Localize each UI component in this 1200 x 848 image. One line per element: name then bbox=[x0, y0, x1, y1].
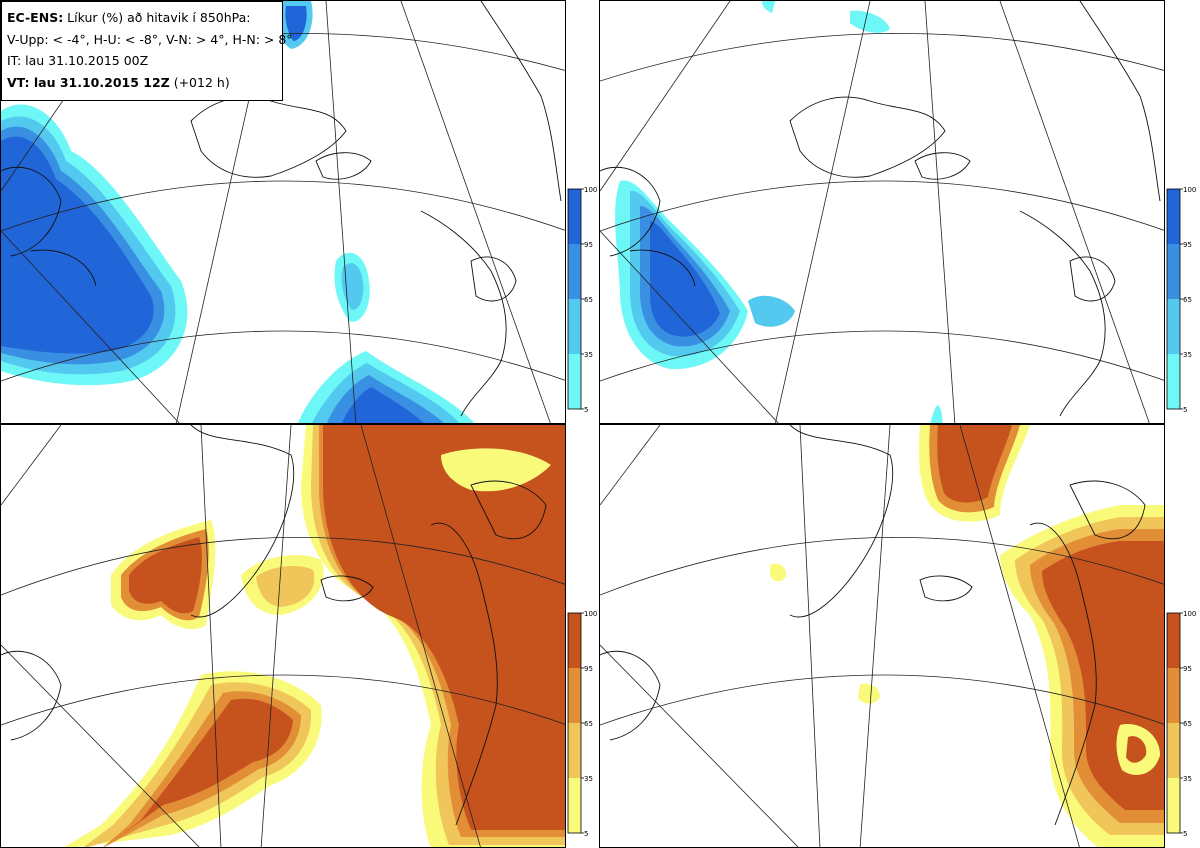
colorbar-tick-label: 5 bbox=[1183, 406, 1187, 414]
map-panel-bottom-left bbox=[0, 424, 566, 848]
colorbar-warm-right: 100 95 65 35 5 bbox=[1166, 610, 1200, 838]
probability-field-warm bbox=[770, 425, 1164, 847]
colorbar-tick-label: 5 bbox=[584, 406, 588, 414]
colorbar-tick-label: 100 bbox=[1183, 186, 1196, 194]
colorbar-tick-label: 35 bbox=[584, 775, 593, 783]
map-bottom-left bbox=[1, 425, 565, 847]
colorbar-tick-label: 95 bbox=[584, 241, 593, 249]
colorbar-band bbox=[568, 244, 581, 299]
colorbar-svg: 100 95 65 35 5 bbox=[1166, 186, 1196, 414]
map-top-right bbox=[600, 1, 1164, 423]
colorbar-band bbox=[1167, 668, 1180, 723]
colorbar-tick-label: 35 bbox=[1183, 351, 1192, 359]
colorbar-band bbox=[1167, 613, 1180, 668]
colorbar-svg: 100 95 65 35 5 bbox=[1166, 610, 1196, 838]
map-panel-top-right bbox=[599, 0, 1165, 424]
colorbar-warm-left: 100 95 65 35 5 bbox=[567, 610, 608, 838]
map-panel-top-left: EC-ENS: Líkur (%) að hitavik í 850hPa: V… bbox=[0, 0, 566, 424]
colorbar-band bbox=[568, 778, 581, 833]
colorbar-cold-left: 100 95 65 35 5 bbox=[567, 186, 608, 414]
colorbar-band bbox=[568, 723, 581, 778]
legend-description: Líkur (%) að hitavik í 850hPa: bbox=[63, 10, 251, 25]
colorbar-tick-label: 5 bbox=[584, 830, 588, 838]
legend-initial-time: IT: lau 31.10.2015 00Z bbox=[7, 53, 149, 68]
map-bottom-right bbox=[600, 425, 1164, 847]
map-legend-box: EC-ENS: Líkur (%) að hitavik í 850hPa: V… bbox=[1, 1, 293, 101]
colorbar-tick-label: 65 bbox=[584, 296, 593, 304]
colorbar-band bbox=[568, 299, 581, 354]
legend-thresholds: V-Upp: < -4°, H-U: < -8°, V-N: > 4°, H-N… bbox=[7, 31, 293, 47]
colorbar-band bbox=[1167, 354, 1180, 409]
graticule bbox=[600, 1, 1164, 423]
colorbar-tick-label: 35 bbox=[584, 351, 593, 359]
colorbar-band bbox=[1167, 244, 1180, 299]
colorbar-band bbox=[568, 613, 581, 668]
colorbar-band bbox=[568, 668, 581, 723]
colorbar-tick-label: 5 bbox=[1183, 830, 1187, 838]
model-label: EC-ENS: bbox=[7, 10, 64, 25]
colorbar-tick-label: 95 bbox=[1183, 665, 1192, 673]
colorbar-band bbox=[568, 189, 581, 244]
colorbar-tick-label: 100 bbox=[584, 186, 597, 194]
coastlines bbox=[1, 1, 562, 417]
colorbar-tick-label: 95 bbox=[1183, 241, 1192, 249]
colorbar-cold-right: 100 95 65 35 5 bbox=[1166, 186, 1200, 414]
colorbar-tick-label: 65 bbox=[1183, 296, 1192, 304]
colorbar-band bbox=[1167, 189, 1180, 244]
colorbar-band bbox=[1167, 299, 1180, 354]
colorbar-tick-label: 95 bbox=[584, 665, 593, 673]
colorbar-tick-label: 65 bbox=[584, 720, 593, 728]
colorbar-svg: 100 95 65 35 5 bbox=[567, 610, 597, 838]
colorbar-band bbox=[1167, 778, 1180, 833]
map-panel-bottom-right bbox=[599, 424, 1165, 848]
coastlines bbox=[1, 425, 547, 826]
colorbar-tick-label: 35 bbox=[1183, 775, 1192, 783]
map-top-left bbox=[1, 1, 565, 423]
graticule bbox=[1, 425, 565, 847]
colorbar-tick-label: 65 bbox=[1183, 720, 1192, 728]
legend-valid-time: VT: lau 31.10.2015 12Z bbox=[7, 74, 170, 90]
colorbar-svg: 100 95 65 35 5 bbox=[567, 186, 597, 414]
colorbar-band bbox=[1167, 723, 1180, 778]
coastlines bbox=[600, 425, 1146, 826]
colorbar-band bbox=[568, 354, 581, 409]
legend-lead-time: (+012 h) bbox=[169, 74, 230, 90]
graticule bbox=[600, 425, 1164, 847]
probability-field-cold bbox=[1, 1, 475, 423]
colorbar-tick-label: 100 bbox=[1183, 610, 1196, 618]
probability-field-cold bbox=[615, 1, 943, 423]
probability-field-warm bbox=[64, 425, 565, 847]
coastlines bbox=[600, 1, 1161, 417]
colorbar-tick-label: 100 bbox=[584, 610, 597, 618]
